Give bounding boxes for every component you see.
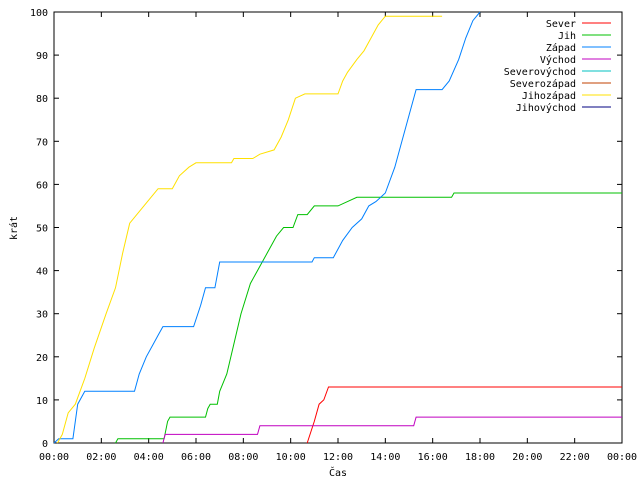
y-tick-label: 60 [36, 180, 48, 191]
x-axis-label: Čas [329, 466, 347, 479]
series-line-jihozápad [57, 15, 443, 444]
series-line-jih [115, 192, 622, 444]
x-tick-label: 12:00 [323, 452, 353, 463]
y-tick-label: 40 [36, 267, 48, 278]
legend-label: Sever [546, 19, 576, 30]
x-tick-label: 06:00 [181, 452, 211, 463]
y-tick-label: 20 [36, 353, 48, 364]
y-tick-label: 80 [36, 94, 48, 105]
y-tick-label: 100 [30, 8, 48, 19]
x-tick-label: 00:00 [39, 452, 69, 463]
x-tick-label: 14:00 [370, 452, 400, 463]
x-tick-label: 02:00 [86, 452, 116, 463]
y-tick-label: 30 [36, 310, 48, 321]
y-axis-label: krát [8, 216, 20, 240]
y-tick-label: 70 [36, 137, 48, 148]
x-tick-label: 04:00 [134, 452, 164, 463]
legend-label: Západ [546, 42, 576, 54]
y-tick-label: 90 [36, 51, 48, 62]
x-tick-label: 00:00 [607, 452, 637, 463]
series-line-západ [53, 11, 481, 444]
x-tick-label: 22:00 [560, 452, 590, 463]
legend-label: Jih [558, 31, 576, 42]
y-tick-label: 0 [42, 439, 48, 450]
legend-label: Jihozápad [522, 90, 576, 102]
y-tick-label: 10 [36, 396, 48, 407]
legend-label: Severovýchod [504, 66, 576, 78]
legend: SeverJihZápadVýchodSeverovýchodSeverozáp… [504, 19, 611, 114]
x-tick-label: 10:00 [276, 452, 306, 463]
y-tick-label: 50 [36, 224, 48, 235]
x-tick-label: 18:00 [465, 452, 495, 463]
x-tick-label: 16:00 [418, 452, 448, 463]
axis-ticks: 00:00 02:00 04:00 06:00 08:00 10:00 12:00 14:00… [30, 8, 637, 463]
series-line-sever [306, 386, 622, 444]
series-lines [53, 11, 622, 444]
legend-label: Severozápad [510, 78, 576, 90]
legend-label: Jihovýchod [516, 102, 576, 114]
legend-label: Východ [540, 54, 576, 66]
series-line-východ [162, 416, 622, 444]
x-tick-label: 20:00 [512, 452, 542, 463]
x-tick-label: 08:00 [228, 452, 258, 463]
